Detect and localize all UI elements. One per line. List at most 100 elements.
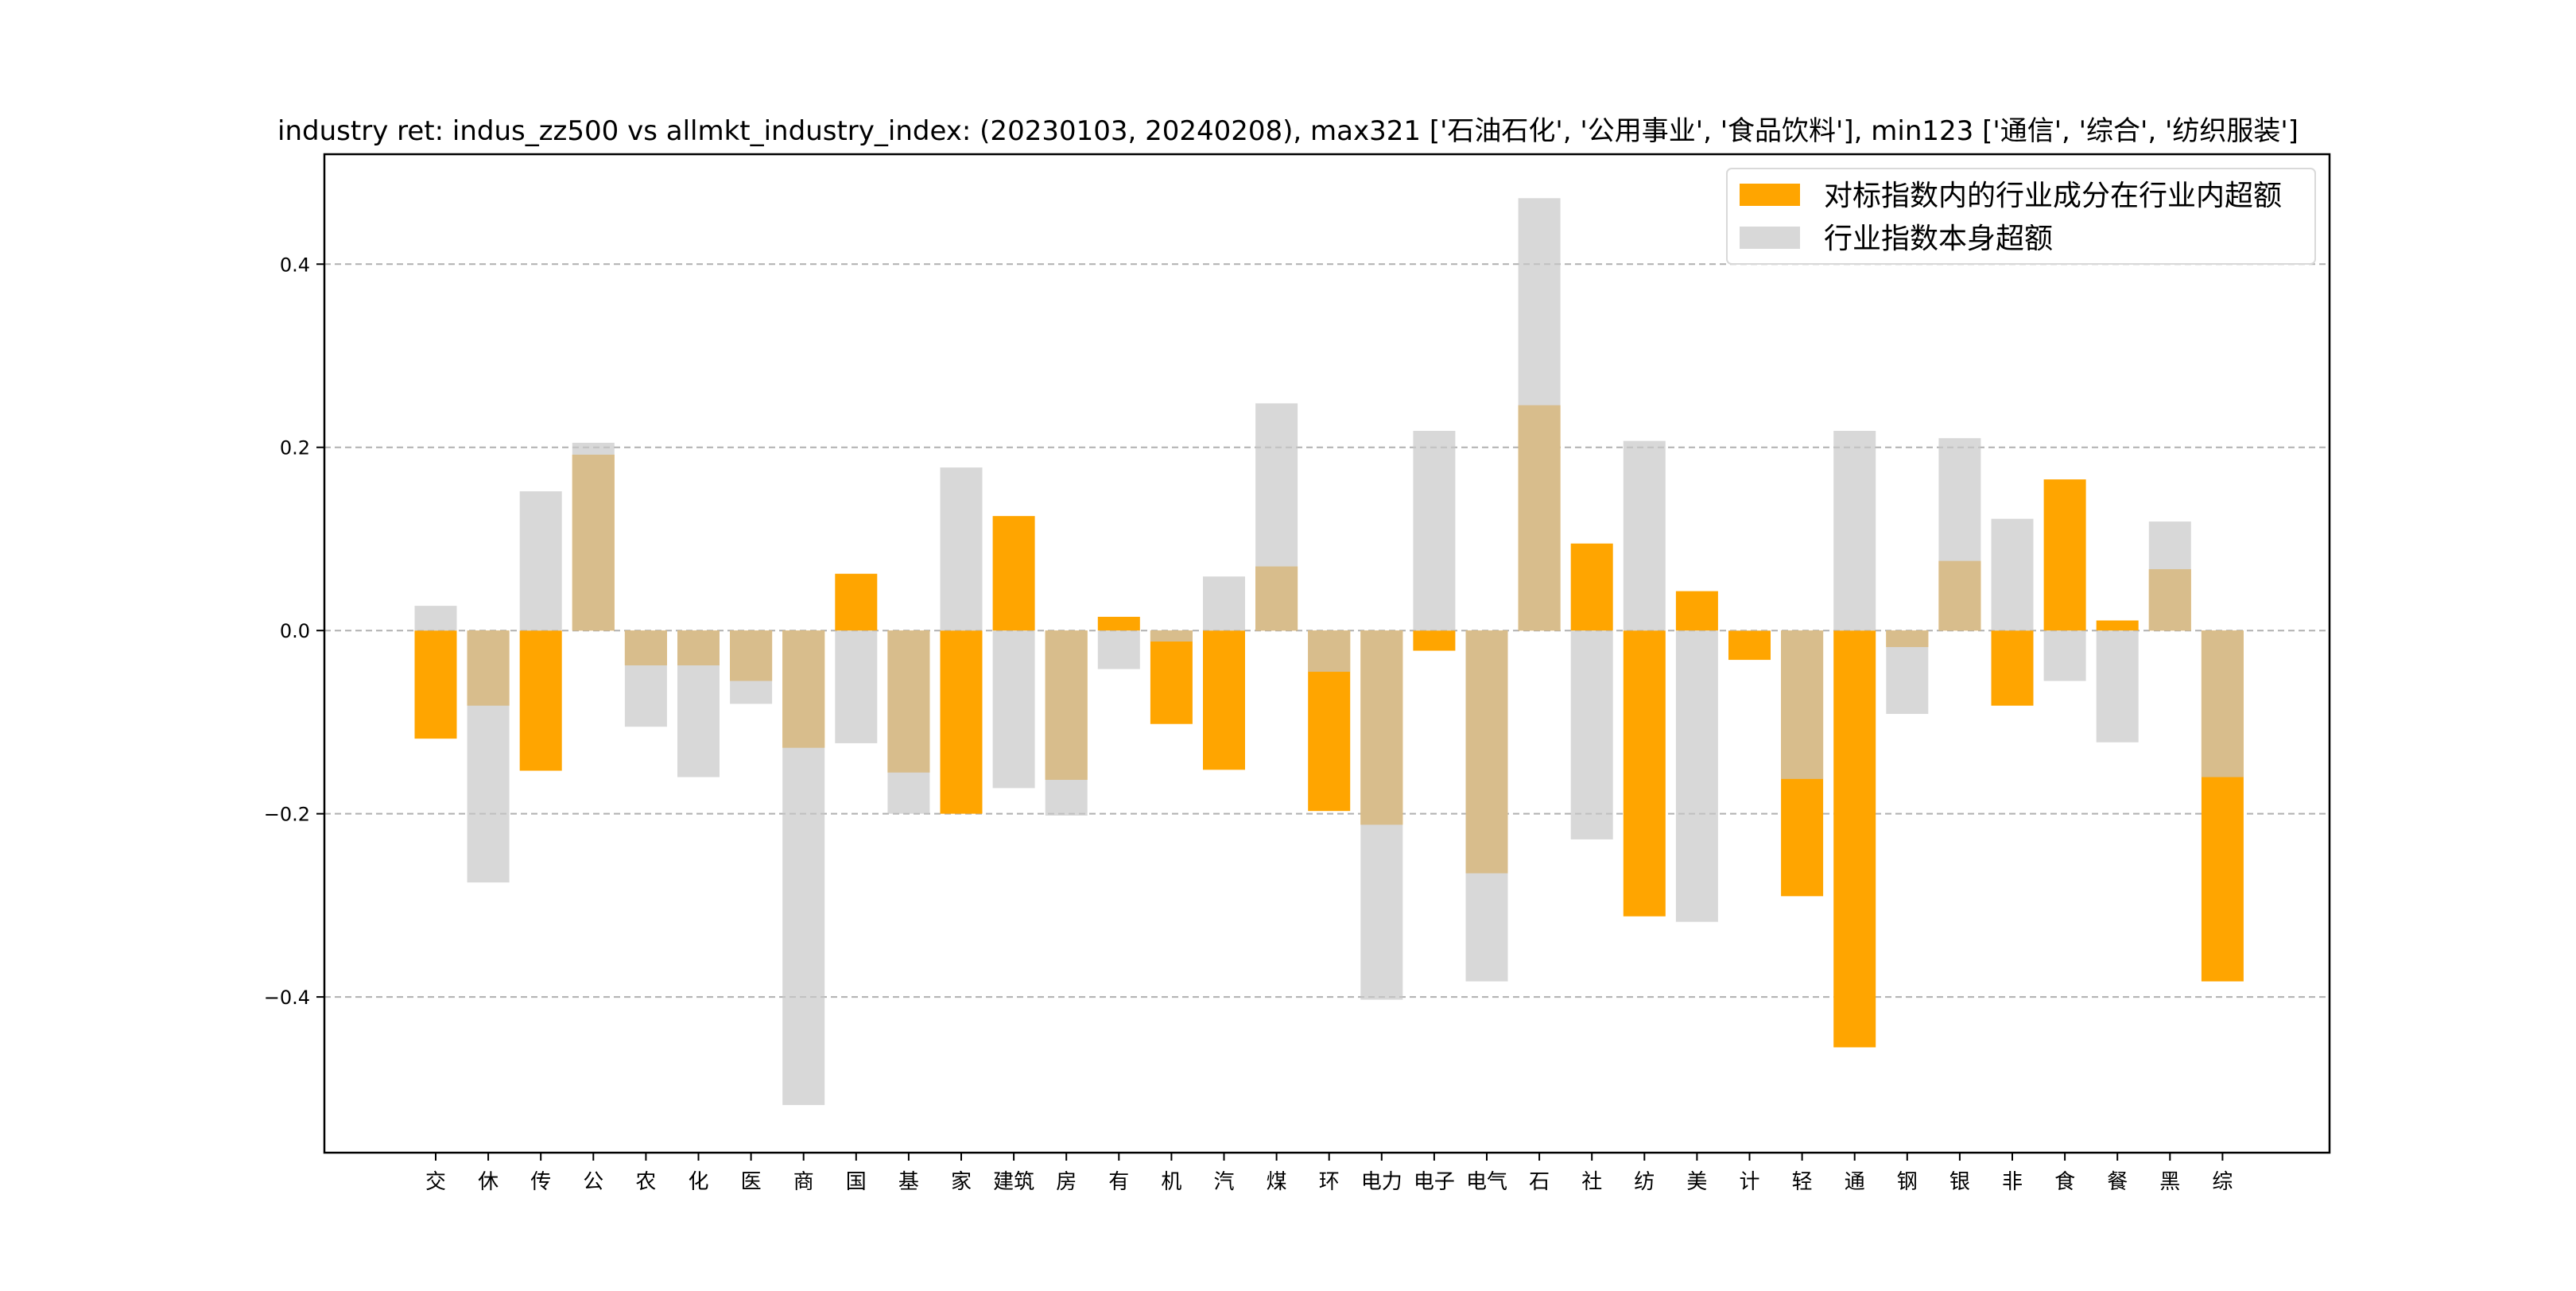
- bar-constituent-excess: [1991, 630, 2034, 706]
- bar-constituent-excess: [1097, 616, 1140, 631]
- bar-industry-index-excess: [835, 630, 878, 743]
- bar-constituent-excess: [1728, 630, 1771, 661]
- bar-industry-index-excess: [1045, 630, 1088, 816]
- legend: 对标指数内的行业成分在行业内超额 行业指数本身超额: [1726, 168, 2316, 265]
- bar-industry-index-excess: [467, 630, 510, 883]
- bar-constituent-excess: [1833, 630, 1876, 1048]
- x-tick-label: 家: [951, 1170, 972, 1194]
- bar-industry-index-excess: [1203, 576, 1245, 631]
- bar-industry-index-excess: [1938, 438, 1981, 631]
- bar-constituent-excess: [519, 630, 562, 771]
- x-tick-label: 餐: [2107, 1170, 2128, 1194]
- x-tick-label: 医: [741, 1170, 762, 1194]
- bar-industry-index-excess: [677, 630, 720, 777]
- x-tick-label: 石: [1529, 1170, 1550, 1194]
- x-tick-label: 电气: [1466, 1170, 1507, 1194]
- y-tick-label: 0.2: [280, 437, 310, 459]
- x-axis: 交 休 传 公 农 化 医 商 国 基 家建筑房 有 机 汽 煤 环电力 电子 电气石 社 纺 美 计 轻 通 钢 银 非 食 餐 黑 综: [425, 1153, 2233, 1194]
- bar-industry-index-excess: [730, 630, 773, 704]
- bar-industry-index-excess: [782, 630, 825, 1106]
- y-tick-label: 0.4: [280, 254, 310, 276]
- bar-industry-index-excess: [1518, 198, 1561, 631]
- bar-constituent-excess: [2096, 620, 2139, 631]
- x-tick-label: 非: [2002, 1170, 2023, 1194]
- bar-constituent-excess: [1675, 591, 1718, 631]
- x-tick-label: 社: [1581, 1170, 1602, 1194]
- x-tick-label: 银: [1949, 1170, 1970, 1194]
- bar-industry-index-excess: [1781, 630, 1824, 779]
- bar-industry-index-excess: [1991, 518, 2034, 631]
- x-tick-label: 基: [898, 1170, 919, 1194]
- y-tick-label: −0.4: [264, 987, 310, 1009]
- legend-label: 行业指数本身超额: [1824, 223, 2053, 255]
- bar-industry-index-excess: [572, 442, 615, 631]
- bar-industry-index-excess: [2043, 630, 2086, 681]
- bar-constituent-excess: [2043, 479, 2086, 631]
- x-tick-label: 国: [846, 1170, 867, 1194]
- bar-constituent-excess: [992, 516, 1035, 631]
- x-tick-label: 煤: [1267, 1170, 1287, 1194]
- bar-constituent-excess: [1150, 630, 1193, 724]
- bar-constituent-excess: [1570, 543, 1613, 631]
- bar-constituent-excess: [1623, 630, 1666, 917]
- bar-industry-index-excess: [1728, 630, 1771, 631]
- bar-industry-index-excess: [1623, 440, 1666, 631]
- x-tick-label: 汽: [1213, 1170, 1234, 1194]
- x-tick-label: 黑: [2159, 1170, 2180, 1194]
- x-tick-label: 纺: [1634, 1170, 1655, 1194]
- bar-industry-index-excess: [992, 630, 1035, 789]
- bar-constituent-excess: [940, 630, 983, 814]
- bar-industry-index-excess: [2201, 630, 2244, 777]
- x-tick-label: 交: [425, 1170, 446, 1194]
- x-tick-label: 公: [583, 1170, 603, 1194]
- x-tick-label: 休: [478, 1170, 499, 1194]
- x-tick-label: 电力: [1361, 1170, 1402, 1194]
- x-tick-label: 美: [1686, 1170, 1707, 1194]
- bar-industry-index-excess: [1465, 630, 1508, 982]
- x-tick-label: 房: [1056, 1170, 1077, 1194]
- bar-industry-index-excess: [1886, 630, 1929, 715]
- y-axis: −0.4 −0.2 0.0 0.2 0.4: [264, 254, 324, 1009]
- bar-industry-index-excess: [414, 606, 457, 631]
- legend-swatch: [1740, 184, 1800, 206]
- x-tick-label: 商: [793, 1170, 814, 1194]
- x-tick-label: 农: [635, 1170, 656, 1194]
- bar-industry-index-excess: [2148, 521, 2191, 631]
- y-tick-label: 0.0: [280, 620, 310, 642]
- y-tick-label: −0.2: [264, 804, 310, 826]
- bars: [414, 198, 2244, 1106]
- x-tick-label: 综: [2212, 1170, 2233, 1194]
- bar-industry-index-excess: [519, 491, 562, 631]
- x-tick-label: 食: [2054, 1170, 2075, 1194]
- bar-industry-index-excess: [940, 467, 983, 631]
- bar-constituent-excess: [1203, 630, 1245, 770]
- bar-industry-index-excess: [1308, 630, 1351, 673]
- bar-industry-index-excess: [624, 630, 667, 727]
- x-tick-label: 环: [1319, 1170, 1340, 1194]
- x-tick-label: 通: [1845, 1170, 1865, 1194]
- bar-industry-index-excess: [1255, 403, 1298, 631]
- plot-frame: [323, 153, 2331, 1154]
- bar-industry-index-excess: [1833, 430, 1876, 631]
- x-tick-label: 化: [688, 1170, 708, 1194]
- x-tick-label: 钢: [1897, 1170, 1918, 1194]
- x-tick-label: 有: [1108, 1170, 1129, 1194]
- x-tick-label: 轻: [1792, 1170, 1813, 1194]
- chart-title: industry ret: indus_zz500 vs allmkt_indu…: [277, 115, 2299, 147]
- legend-swatch: [1740, 227, 1800, 249]
- x-tick-label: 建筑: [993, 1170, 1034, 1194]
- bar-industry-index-excess: [1413, 430, 1456, 631]
- bar-constituent-excess: [1413, 630, 1456, 651]
- bar-industry-index-excess: [2096, 630, 2139, 742]
- x-tick-label: 传: [530, 1170, 551, 1194]
- x-tick-label: 机: [1161, 1170, 1181, 1194]
- bar-industry-index-excess: [1675, 630, 1718, 922]
- bar-constituent-excess: [835, 573, 878, 631]
- bar-industry-index-excess: [887, 630, 930, 814]
- legend-box: [1726, 168, 2316, 265]
- x-tick-label: 电子: [1414, 1170, 1455, 1194]
- bar-industry-index-excess: [1150, 630, 1193, 642]
- bar-industry-index-excess: [1360, 630, 1403, 1000]
